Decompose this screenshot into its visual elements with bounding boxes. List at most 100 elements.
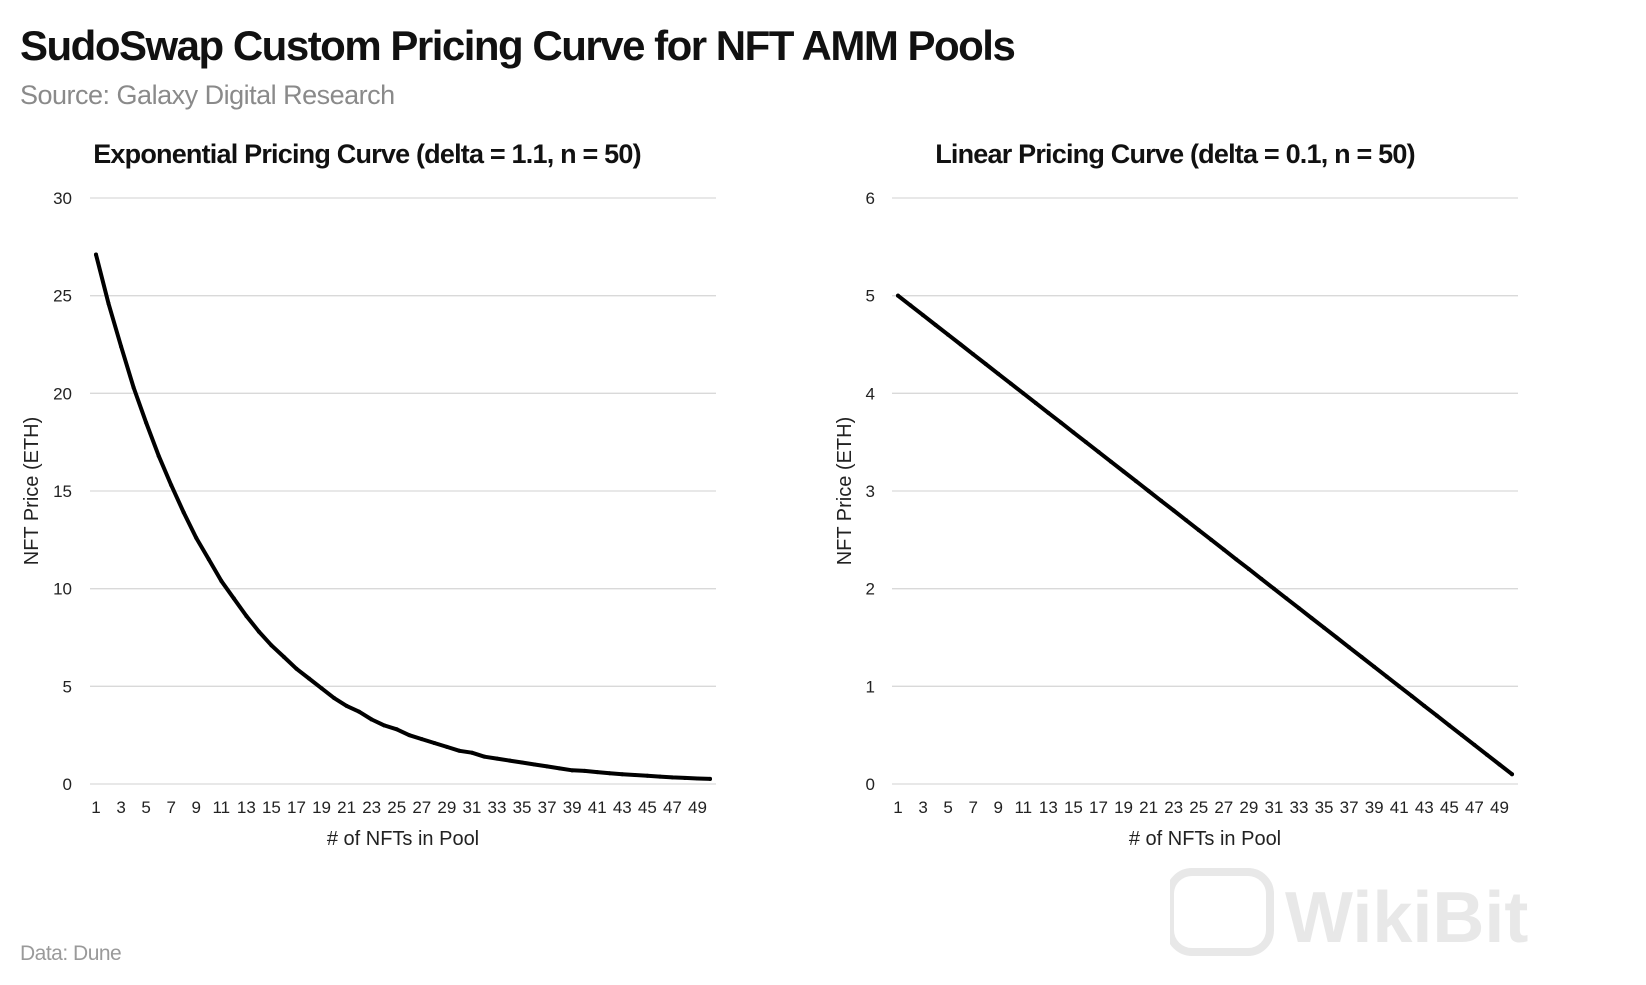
data-point [708,776,712,781]
data-point [1171,508,1176,513]
data-point [1058,420,1063,425]
data-point [996,371,1001,376]
x-tick-label: 29 [1239,798,1258,817]
data-point [469,750,474,755]
data-point [194,535,199,540]
data-point [169,483,174,488]
y-tick-label: 15 [53,482,72,501]
data-point [695,776,700,781]
x-tick-label: 7 [968,798,977,817]
x-tick-label: 27 [412,798,431,817]
data-point [1184,518,1189,523]
y-tick-label: 4 [866,384,875,403]
chart-title: Linear Pricing Curve (delta = 0.1, n = 5… [935,139,1415,169]
data-point [1071,430,1076,435]
chart-title: Exponential Pricing Curve (delta = 1.1, … [93,139,641,169]
data-point [432,740,437,745]
data-point [532,762,537,767]
x-tick-label: 41 [588,798,607,817]
data-point [1447,723,1452,728]
data-point [595,770,600,775]
x-tick-label: 47 [1465,798,1484,817]
y-tick-label: 1 [866,677,875,696]
page-subtitle: Source: Galaxy Digital Research [20,80,395,110]
data-point [131,385,136,390]
y-tick-label: 20 [53,384,72,403]
data-point [281,655,286,660]
data-point [1021,391,1026,396]
data-point [507,758,512,763]
data-point [1384,674,1389,679]
data-point [307,676,312,681]
x-tick-label: 37 [1340,798,1359,817]
data-point [908,303,913,308]
data-point [332,696,337,701]
x-tick-label: 43 [1415,798,1434,817]
x-tick-label: 5 [141,798,150,817]
data-point [219,578,224,583]
y-tick-label: 2 [866,580,875,599]
x-tick-label: 11 [1014,798,1032,817]
data-point [1409,694,1414,699]
x-tick-label: 43 [613,798,632,817]
data-point [1497,762,1502,767]
data-point [645,773,650,778]
data-point [294,666,299,671]
data-point [946,332,951,337]
data-point [256,629,261,634]
data-point [1271,586,1276,591]
data-point [557,766,562,771]
y-tick-label: 30 [53,189,72,208]
x-axis-title: # of NFTs in Pool [1129,828,1281,850]
x-axis-title: # of NFTs in Pool [327,828,479,850]
data-point [181,510,186,515]
x-tick-label: 33 [1290,798,1309,817]
x-tick-label: 35 [1315,798,1334,817]
series-line [896,293,1514,777]
x-tick-label: 29 [437,798,456,817]
data-point [632,773,637,778]
data-point [933,322,938,327]
x-tick-label: 17 [287,798,306,817]
data-point [1347,645,1352,650]
data-point [1096,449,1101,454]
y-tick-label: 25 [53,287,72,306]
page-title: SudoSwap Custom Pricing Curve for NFT AM… [20,22,1016,69]
x-tick-label: 23 [362,798,381,817]
data-point [1146,489,1151,493]
data-point [1083,440,1088,445]
data-point [1459,733,1464,738]
x-tick-label: 31 [1264,798,1283,817]
x-tick-label: 39 [563,798,582,817]
x-tick-label: 3 [116,798,125,817]
data-point [1033,401,1038,406]
data-point [570,768,575,773]
data-point [1121,469,1126,474]
data-point [119,344,124,349]
x-tick-label: 49 [1490,798,1509,817]
data-point [382,723,387,728]
data-point [1259,576,1264,581]
data-point [1221,547,1226,552]
x-tick-label: 39 [1365,798,1384,817]
data-point [1246,567,1251,572]
x-tick-label: 1 [91,798,100,817]
y-tick-label: 0 [63,775,72,794]
x-tick-label: 3 [918,798,927,817]
data-point [1008,381,1013,386]
data-point [94,252,98,257]
data-point [1296,606,1301,611]
exponential-pricing-chart: Exponential Pricing Curve (delta = 1.1, … [21,139,716,850]
data-point [682,775,687,780]
x-tick-label: 47 [663,798,682,817]
x-tick-label: 31 [462,798,481,817]
x-tick-label: 5 [943,798,952,817]
x-tick-label: 25 [1189,798,1208,817]
data-point [1434,713,1439,718]
x-tick-label: 7 [166,798,175,817]
x-tick-label: 9 [994,798,1003,817]
y-tick-label: 10 [53,580,72,599]
x-tick-label: 11 [212,798,230,817]
data-point [344,703,349,708]
